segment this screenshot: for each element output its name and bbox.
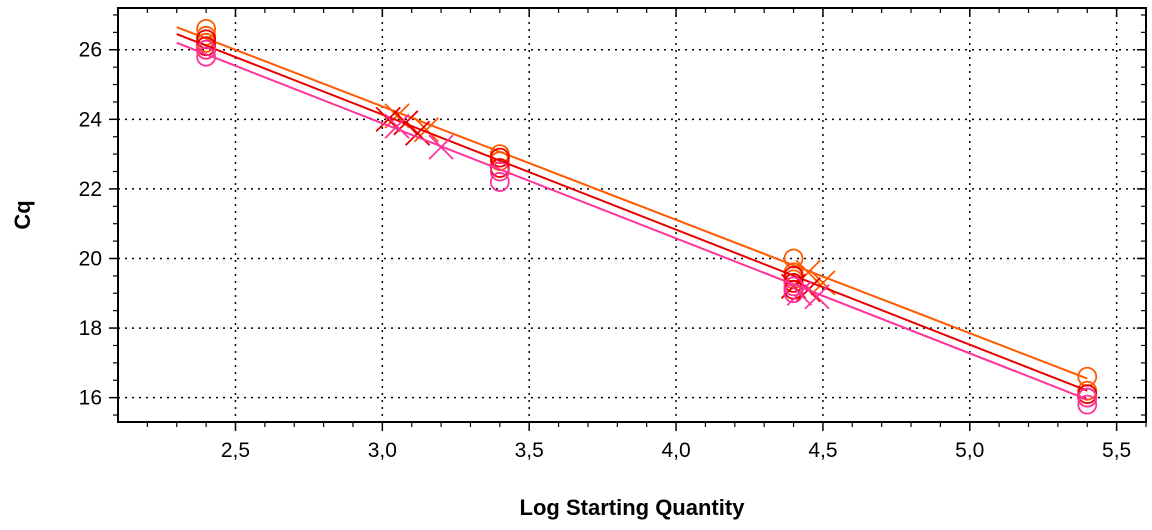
standard-point bbox=[196, 46, 217, 67]
standard-point bbox=[783, 276, 804, 297]
standard-point bbox=[1077, 394, 1098, 415]
unknown-point bbox=[384, 113, 410, 139]
x-tick-label: 5,0 bbox=[955, 439, 984, 462]
regression-line bbox=[176, 33, 1088, 392]
x-tick-label: 4,5 bbox=[808, 439, 837, 462]
standard-point bbox=[489, 161, 510, 182]
standard-point bbox=[489, 147, 510, 168]
x-tick-label: 3,0 bbox=[368, 439, 397, 462]
standard-point bbox=[783, 283, 804, 304]
y-axis-title: Cq bbox=[10, 200, 35, 229]
y-tick-label: 18 bbox=[79, 317, 102, 340]
y-tick-label: 26 bbox=[79, 39, 102, 62]
axis-ticks: 2,5 3,0 3,5 4,0 4,5 5,0 5,5 16 18 20 22 24 26 bbox=[79, 8, 1147, 462]
y-tick-label: 16 bbox=[79, 387, 102, 410]
y-tick-label: 22 bbox=[79, 178, 102, 201]
y-tick-label: 24 bbox=[79, 108, 103, 131]
x-tick-label: 4,0 bbox=[661, 439, 690, 462]
x-tick-label: 2,5 bbox=[221, 439, 250, 462]
unknown-point bbox=[786, 280, 813, 306]
x-axis-title: Log Starting Quantity bbox=[520, 495, 746, 520]
series-group bbox=[176, 39, 1098, 415]
standard-point bbox=[489, 172, 510, 192]
standard-point bbox=[196, 39, 217, 60]
unknown-point bbox=[804, 284, 830, 310]
unknown-point bbox=[428, 134, 454, 160]
regression-line bbox=[176, 26, 1088, 380]
series-layer bbox=[176, 18, 1098, 415]
y-tick-label: 20 bbox=[79, 247, 102, 270]
unknown-point bbox=[393, 110, 419, 136]
regression-line bbox=[176, 41, 1088, 401]
plot-frame bbox=[117, 7, 1147, 423]
x-tick-label: 3,5 bbox=[515, 439, 544, 462]
x-tick-label: 5,5 bbox=[1102, 439, 1131, 462]
standard-point bbox=[1077, 387, 1098, 408]
